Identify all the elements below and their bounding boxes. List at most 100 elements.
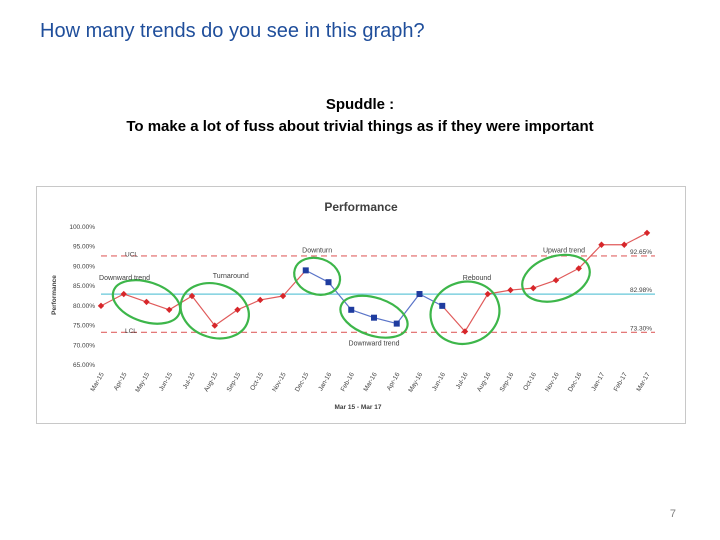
y-tick-label: 85.00% bbox=[73, 283, 95, 290]
x-tick-label: Nov-15 bbox=[271, 371, 288, 393]
x-tick-label: Sep-16 bbox=[499, 371, 516, 393]
x-tick-label: Jun-15 bbox=[158, 371, 174, 392]
series-line-segment bbox=[533, 279, 557, 289]
ref-line-value: 92.65% bbox=[630, 249, 652, 256]
x-tick-label: May-16 bbox=[407, 371, 424, 394]
data-point-diamond bbox=[279, 292, 287, 300]
data-point-diamond bbox=[143, 298, 150, 306]
x-tick-label: Feb-17 bbox=[613, 371, 630, 393]
x-tick-label: Jun-16 bbox=[431, 371, 447, 392]
data-point-diamond bbox=[552, 277, 560, 284]
series-line-segment bbox=[146, 301, 170, 311]
x-tick-label: Aug-15 bbox=[203, 371, 220, 393]
series-line-segment bbox=[555, 267, 580, 281]
y-tick-label: 100.00% bbox=[69, 224, 95, 231]
y-tick-label: 65.00% bbox=[73, 362, 95, 369]
data-point-square bbox=[302, 267, 309, 274]
x-tick-label: Oct-16 bbox=[522, 371, 538, 392]
x-tick-label: Jan-17 bbox=[590, 371, 606, 392]
series-line-segment bbox=[373, 317, 397, 325]
x-tick-label: Aug-16 bbox=[476, 371, 493, 393]
series-line-segment bbox=[100, 293, 125, 307]
data-point-diamond bbox=[507, 286, 514, 294]
x-tick-label: Dec-15 bbox=[294, 371, 311, 393]
trend-circle bbox=[339, 294, 409, 339]
data-point-diamond bbox=[461, 328, 469, 335]
x-tick-label: May-15 bbox=[134, 371, 151, 394]
chart-frame: Performance Performance Mar 15 - Mar 17 … bbox=[36, 186, 686, 424]
y-tick-label: 70.00% bbox=[73, 342, 95, 349]
data-point-diamond bbox=[97, 302, 105, 310]
performance-chart: Performance Performance Mar 15 - Mar 17 … bbox=[51, 200, 655, 411]
data-point-diamond bbox=[234, 306, 241, 313]
data-point-square bbox=[393, 320, 400, 327]
trend-annotation-label: Rebound bbox=[463, 275, 492, 282]
trend-circle bbox=[111, 279, 182, 325]
series-line-segment bbox=[260, 295, 284, 301]
data-point-diamond bbox=[188, 292, 196, 300]
data-point-square bbox=[416, 291, 423, 298]
x-tick-label: Sep-15 bbox=[226, 371, 243, 393]
page-number: 7 bbox=[669, 508, 676, 520]
x-tick-label: Jul-16 bbox=[455, 371, 470, 390]
x-tick-label: Jan-16 bbox=[317, 371, 333, 392]
series-line-segment bbox=[351, 309, 375, 319]
series-line-segment bbox=[305, 269, 329, 283]
data-point-diamond bbox=[621, 241, 628, 248]
trend-annotation-label: Downturn bbox=[302, 247, 332, 254]
ref-line-label: UCL bbox=[125, 251, 138, 258]
series-line-segment bbox=[191, 295, 216, 326]
y-tick-label: 90.00% bbox=[73, 263, 95, 270]
quote-term: Spuddle : bbox=[325, 96, 395, 113]
data-point-diamond bbox=[575, 265, 582, 272]
trend-annotation-label: Turnaround bbox=[213, 273, 249, 280]
x-tick-label: Oct-15 bbox=[249, 371, 265, 392]
x-tick-label: Mar-16 bbox=[362, 371, 379, 393]
ref-line-value: 73.30% bbox=[630, 325, 652, 332]
x-tick-label: Mar-17 bbox=[635, 371, 652, 393]
data-point-diamond bbox=[643, 229, 651, 237]
series-line-segment bbox=[214, 309, 238, 327]
series-line-segment bbox=[237, 299, 261, 311]
quote-definition: To make a lot of fuss about trivial thin… bbox=[126, 118, 594, 135]
trend-circle bbox=[521, 253, 591, 303]
y-tick-label: 95.00% bbox=[73, 244, 95, 251]
series-line-segment bbox=[487, 289, 511, 295]
trend-circle bbox=[179, 282, 250, 340]
slide-title: How many trends do you see in this graph… bbox=[40, 20, 425, 42]
chart-title: Performance bbox=[324, 200, 398, 214]
x-tick-label: Apr-15 bbox=[113, 371, 129, 392]
x-axis-label: Mar 15 - Mar 17 bbox=[335, 404, 382, 411]
series-line-segment bbox=[419, 293, 443, 307]
series-line-segment bbox=[282, 269, 307, 297]
data-point-diamond bbox=[120, 290, 127, 298]
y-axis-label: Performance bbox=[51, 275, 58, 315]
x-tick-label: Dec-16 bbox=[567, 371, 584, 393]
data-point-square bbox=[348, 306, 355, 313]
data-point-diamond bbox=[530, 284, 537, 292]
series-line-segment bbox=[328, 281, 352, 311]
series-line-segment bbox=[441, 305, 466, 332]
series-line-segment bbox=[123, 293, 147, 303]
ref-line-value: 82.98% bbox=[630, 287, 652, 294]
series-line-segment bbox=[464, 293, 489, 332]
y-tick-label: 75.00% bbox=[73, 323, 95, 330]
trend-circle bbox=[293, 256, 342, 296]
series-line-segment bbox=[396, 293, 420, 324]
x-tick-label: Nov-16 bbox=[544, 371, 561, 393]
data-point-square bbox=[371, 314, 377, 321]
x-tick-label: Jul-15 bbox=[182, 371, 197, 390]
y-tick-label: 80.00% bbox=[73, 303, 95, 310]
x-tick-label: Feb-16 bbox=[340, 371, 357, 393]
x-tick-label: Apr-16 bbox=[386, 371, 402, 392]
data-point-diamond bbox=[484, 290, 491, 298]
trend-annotation-label: Downward trend bbox=[349, 341, 400, 348]
series-line-segment bbox=[623, 232, 648, 246]
data-point-diamond bbox=[257, 296, 264, 304]
trend-annotation-label: Downward trend bbox=[99, 275, 150, 282]
data-point-diamond bbox=[211, 322, 218, 329]
series-line-segment bbox=[578, 244, 602, 269]
data-point-square bbox=[325, 279, 332, 286]
data-point-diamond bbox=[598, 241, 605, 248]
trend-annotation-label: Upward trend bbox=[543, 247, 585, 254]
